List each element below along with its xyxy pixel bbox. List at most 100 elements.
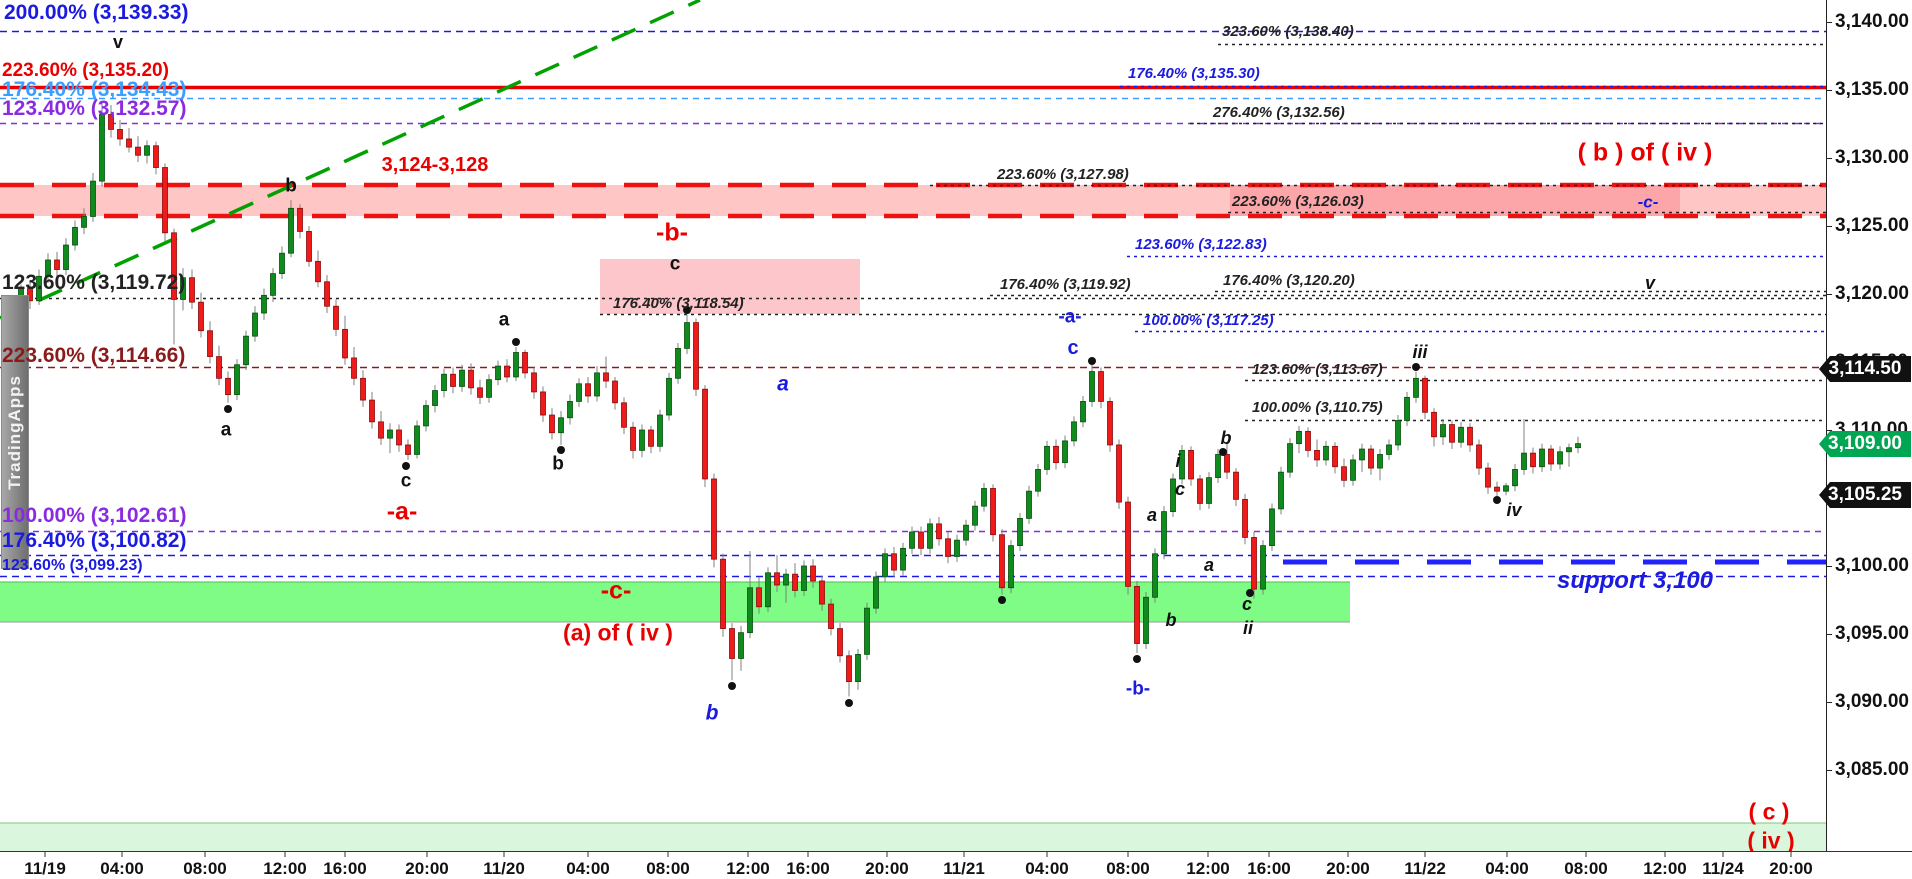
candle — [1170, 478, 1176, 512]
candle — [1008, 545, 1014, 589]
pivot-dot — [1412, 363, 1420, 371]
candle — [720, 558, 726, 629]
price-tag: 3,114.50 — [1819, 356, 1911, 382]
price-tick-label: 3,125.00 — [1835, 215, 1909, 236]
time-tick-label: 11/22 — [1404, 859, 1446, 878]
candle — [1269, 508, 1275, 547]
time-tick-mark — [807, 852, 809, 857]
candle — [216, 356, 222, 379]
candle — [1395, 420, 1401, 446]
candle — [432, 390, 438, 406]
candle — [855, 654, 861, 683]
candle — [54, 259, 60, 270]
time-axis[interactable]: 11/19 04:00 08:00 12:00 16:00 20:00 11/20 04:00… — [0, 851, 1912, 879]
candle — [162, 167, 168, 234]
candle — [684, 322, 690, 349]
price-tick-mark — [1826, 634, 1832, 635]
candle — [1458, 426, 1464, 443]
candle — [567, 401, 573, 419]
candle — [180, 277, 186, 300]
candle — [288, 207, 294, 254]
candle — [810, 565, 816, 582]
candle — [1548, 448, 1554, 465]
minor-resistance-box — [600, 259, 860, 314]
time-tick-mark — [44, 852, 46, 857]
candle — [459, 369, 465, 387]
time-tick-label: 08:00 — [1106, 859, 1150, 878]
candle — [1287, 443, 1293, 473]
time-tick-label: 08:00 — [646, 859, 690, 878]
time-tick-mark — [1207, 852, 1209, 857]
candle — [648, 429, 654, 447]
candle — [252, 312, 258, 337]
candle — [774, 572, 780, 586]
candle — [342, 328, 348, 359]
candle — [378, 421, 384, 439]
price-tick-label: 3,090.00 — [1835, 691, 1909, 712]
price-tick-label: 3,100.00 — [1835, 555, 1909, 576]
candle — [1341, 466, 1347, 481]
time-tick-label: 11/21 — [943, 859, 985, 878]
candle — [1503, 485, 1509, 492]
candle — [279, 252, 285, 274]
candle — [927, 523, 933, 549]
candle — [198, 301, 204, 332]
candle — [27, 288, 33, 302]
time-tick-mark — [1664, 852, 1666, 857]
candle — [1161, 511, 1167, 555]
time-tick-label: 12:00 — [726, 859, 770, 878]
candle — [846, 655, 852, 683]
candle — [657, 414, 663, 447]
time-tick-label: 11/19 — [24, 859, 66, 878]
time-tick-label: 04:00 — [1025, 859, 1069, 878]
time-tick-mark — [1127, 852, 1129, 857]
candle — [864, 607, 870, 655]
candle — [306, 231, 312, 262]
candle — [297, 207, 303, 232]
candle — [387, 429, 393, 439]
time-tick-label: 04:00 — [1485, 859, 1529, 878]
candle — [1053, 445, 1059, 464]
time-tick-mark — [1790, 852, 1792, 857]
candle — [1440, 424, 1446, 438]
candle — [144, 145, 150, 156]
price-tick-mark — [1826, 226, 1832, 227]
candle — [1125, 501, 1131, 587]
candle — [558, 417, 564, 434]
candle — [1368, 448, 1374, 469]
candle — [1044, 445, 1050, 470]
candle — [1305, 430, 1311, 451]
candle — [405, 444, 411, 455]
price-tick-label: 3,085.00 — [1835, 759, 1909, 780]
time-tick-label: 12:00 — [263, 859, 307, 878]
candle — [954, 539, 960, 557]
candle — [1350, 459, 1356, 481]
price-tick-mark — [1826, 430, 1832, 431]
candle — [972, 505, 978, 526]
candle — [783, 573, 789, 586]
candle — [891, 553, 897, 571]
candle — [315, 260, 321, 283]
candle — [126, 138, 132, 148]
time-tick-label: 20:00 — [865, 859, 909, 878]
candle — [1539, 448, 1545, 468]
candle — [414, 425, 420, 455]
candle — [729, 628, 735, 659]
candle — [99, 114, 105, 182]
candle — [1143, 596, 1149, 644]
candle — [702, 388, 708, 480]
trendline[interactable] — [0, 0, 701, 320]
candle — [1026, 490, 1032, 519]
pivot-dot — [557, 446, 565, 454]
time-tick-mark — [1046, 852, 1048, 857]
candle — [396, 429, 402, 446]
candle — [549, 414, 555, 434]
candle — [1080, 401, 1086, 423]
candle — [522, 352, 528, 374]
price-axis[interactable]: 3,140.00 3,135.00 3,130.00 3,125.00 3,120.00… — [1819, 0, 1912, 851]
candle — [1422, 377, 1428, 413]
candle — [531, 372, 537, 393]
candle — [1188, 449, 1194, 480]
candle — [828, 603, 834, 629]
